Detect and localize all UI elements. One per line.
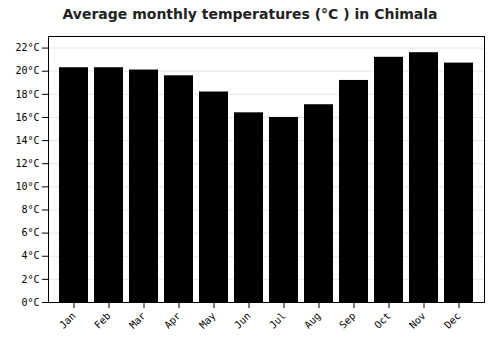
- svg-text:May: May: [197, 310, 218, 331]
- svg-text:Nov: Nov: [407, 310, 428, 331]
- svg-text:Oct: Oct: [372, 310, 393, 331]
- svg-text:8°C: 8°C: [21, 204, 39, 215]
- svg-text:20°C: 20°C: [15, 65, 39, 76]
- svg-text:Aug: Aug: [302, 310, 323, 331]
- svg-text:2°C: 2°C: [21, 274, 39, 285]
- svg-text:14°C: 14°C: [15, 135, 39, 146]
- svg-text:Jan: Jan: [57, 310, 78, 331]
- svg-text:Dec: Dec: [442, 310, 463, 331]
- svg-text:Mar: Mar: [127, 310, 148, 331]
- svg-text:Jul: Jul: [267, 310, 288, 331]
- svg-text:Feb: Feb: [92, 310, 113, 331]
- svg-text:Apr: Apr: [162, 310, 183, 331]
- svg-text:Jun: Jun: [232, 310, 253, 331]
- html-text:Average monthly temperatures (: Average monthly temperatures (°C ) in Ch…: [62, 6, 438, 22]
- svg-text:6°C: 6°C: [21, 227, 39, 238]
- svg-text:22°C: 22°C: [15, 42, 39, 53]
- svg-text:4°C: 4°C: [21, 250, 39, 261]
- svg-text:12°C: 12°C: [15, 158, 39, 169]
- svg-text:18°C: 18°C: [15, 89, 39, 100]
- svg-text:16°C: 16°C: [15, 112, 39, 123]
- svg-text:0°C: 0°C: [21, 297, 39, 308]
- svg-text:Sep: Sep: [337, 310, 358, 331]
- svg-text:10°C: 10°C: [15, 181, 39, 192]
